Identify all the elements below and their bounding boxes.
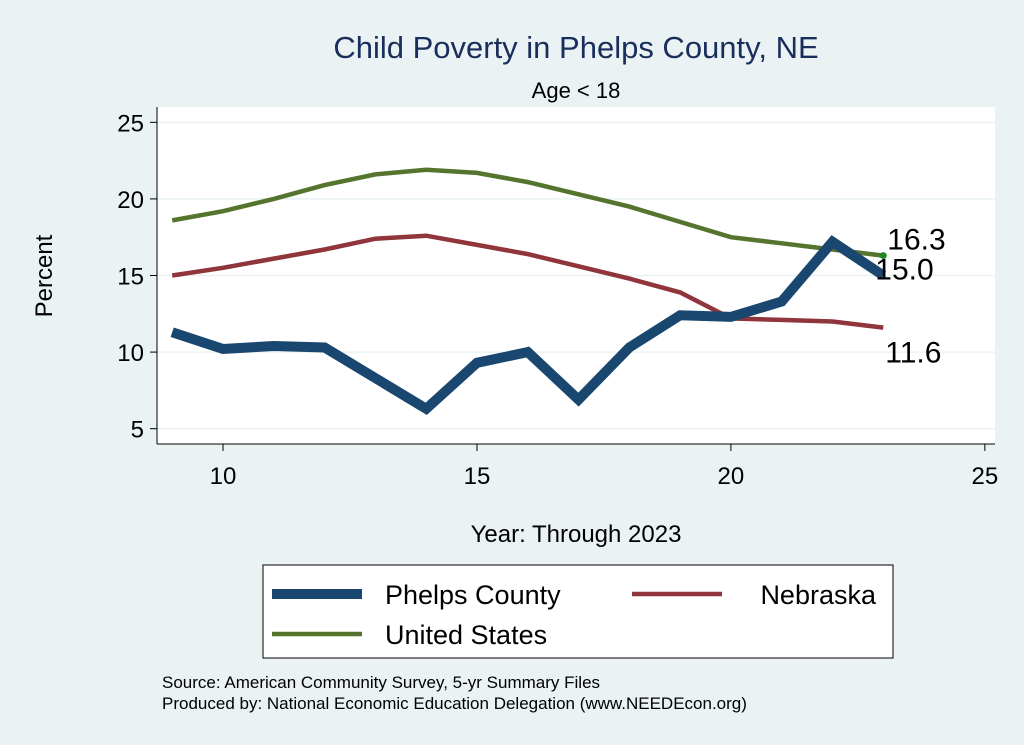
source-note: Source: American Community Survey, 5-yr … xyxy=(162,673,600,692)
series-line-united-states xyxy=(171,167,884,258)
chart-title: Child Poverty in Phelps County, NE xyxy=(333,30,818,65)
legend-label-united-states: United States xyxy=(385,620,547,650)
chart-subtitle: Age < 18 xyxy=(532,78,621,103)
legend-label-nebraska: Nebraska xyxy=(760,580,877,610)
y-axis-title: Percent xyxy=(31,234,58,317)
x-tick-label: 10 xyxy=(210,463,237,490)
legend-label-phelps-county: Phelps County xyxy=(385,580,561,610)
end-label: 11.6 xyxy=(885,337,941,370)
x-tick-label: 15 xyxy=(464,463,491,490)
y-tick-label: 15 xyxy=(117,264,144,291)
producer-note: Produced by: National Economic Education… xyxy=(162,694,747,713)
series-lines xyxy=(170,167,887,416)
series-line-phelps-county xyxy=(170,235,887,416)
x-axis-title: Year: Through 2023 xyxy=(471,521,682,548)
y-tick-label: 25 xyxy=(117,110,144,137)
series-line-nebraska xyxy=(171,233,884,330)
x-tick-label: 25 xyxy=(971,463,998,490)
y-tick-label: 5 xyxy=(131,417,144,444)
y-tick-label: 20 xyxy=(117,187,144,214)
x-tick-label: 20 xyxy=(718,463,745,490)
ticks: 5 10 15 20 25 10 15 20 25 xyxy=(117,110,998,490)
y-tick-label: 10 xyxy=(117,340,144,367)
end-label: 15.0 xyxy=(875,254,933,287)
grid xyxy=(157,121,995,430)
end-label: 16.3 xyxy=(887,224,945,257)
end-point-marker xyxy=(879,252,887,260)
end-labels: 16.315.0 11.6 xyxy=(875,224,945,370)
legend-box xyxy=(262,564,894,659)
legend: Phelps County Nebraska United States xyxy=(272,580,877,650)
